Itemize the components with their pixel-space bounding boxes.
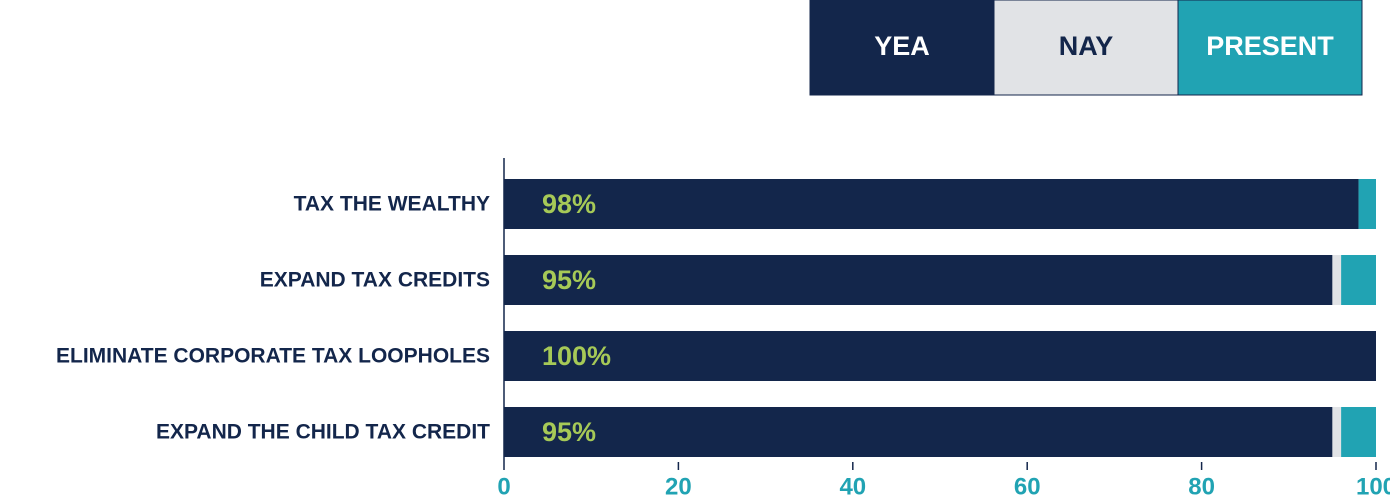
x-tick-label: 0 [497,473,510,500]
bar-segment [504,331,1376,381]
legend-label: PRESENT [1206,31,1334,61]
category-label: EXPAND THE CHILD TAX CREDIT [156,421,490,444]
legend-label: NAY [1059,31,1114,61]
bar-segment [504,407,1333,457]
x-tick-label: 20 [665,473,692,500]
bar-segment [504,179,1359,229]
value-label: 95% [542,265,596,295]
bar-segment [1332,255,1342,305]
bar-segment [1358,179,1376,229]
value-label: 100% [542,341,611,371]
legend-swatch [809,0,995,96]
bar-segment [1341,255,1376,305]
x-tick-label: 40 [839,473,866,500]
legend-swatch [993,0,1179,96]
bar-segment [504,255,1333,305]
x-tick-label: 100 [1356,473,1390,500]
value-label: 98% [542,189,596,219]
category-label: EXPAND TAX CREDITS [260,269,490,292]
legend-label: YEA [874,31,930,61]
value-label: 95% [542,417,596,447]
category-label: TAX THE WEALTHY [294,193,490,216]
bar-segment [1332,407,1342,457]
x-tick-label: 60 [1014,473,1041,500]
legend-swatch [1177,0,1363,96]
x-tick-label: 80 [1188,473,1215,500]
category-label: ELIMINATE CORPORATE TAX LOOPHOLES [56,345,490,368]
bar-segment [1341,407,1376,457]
